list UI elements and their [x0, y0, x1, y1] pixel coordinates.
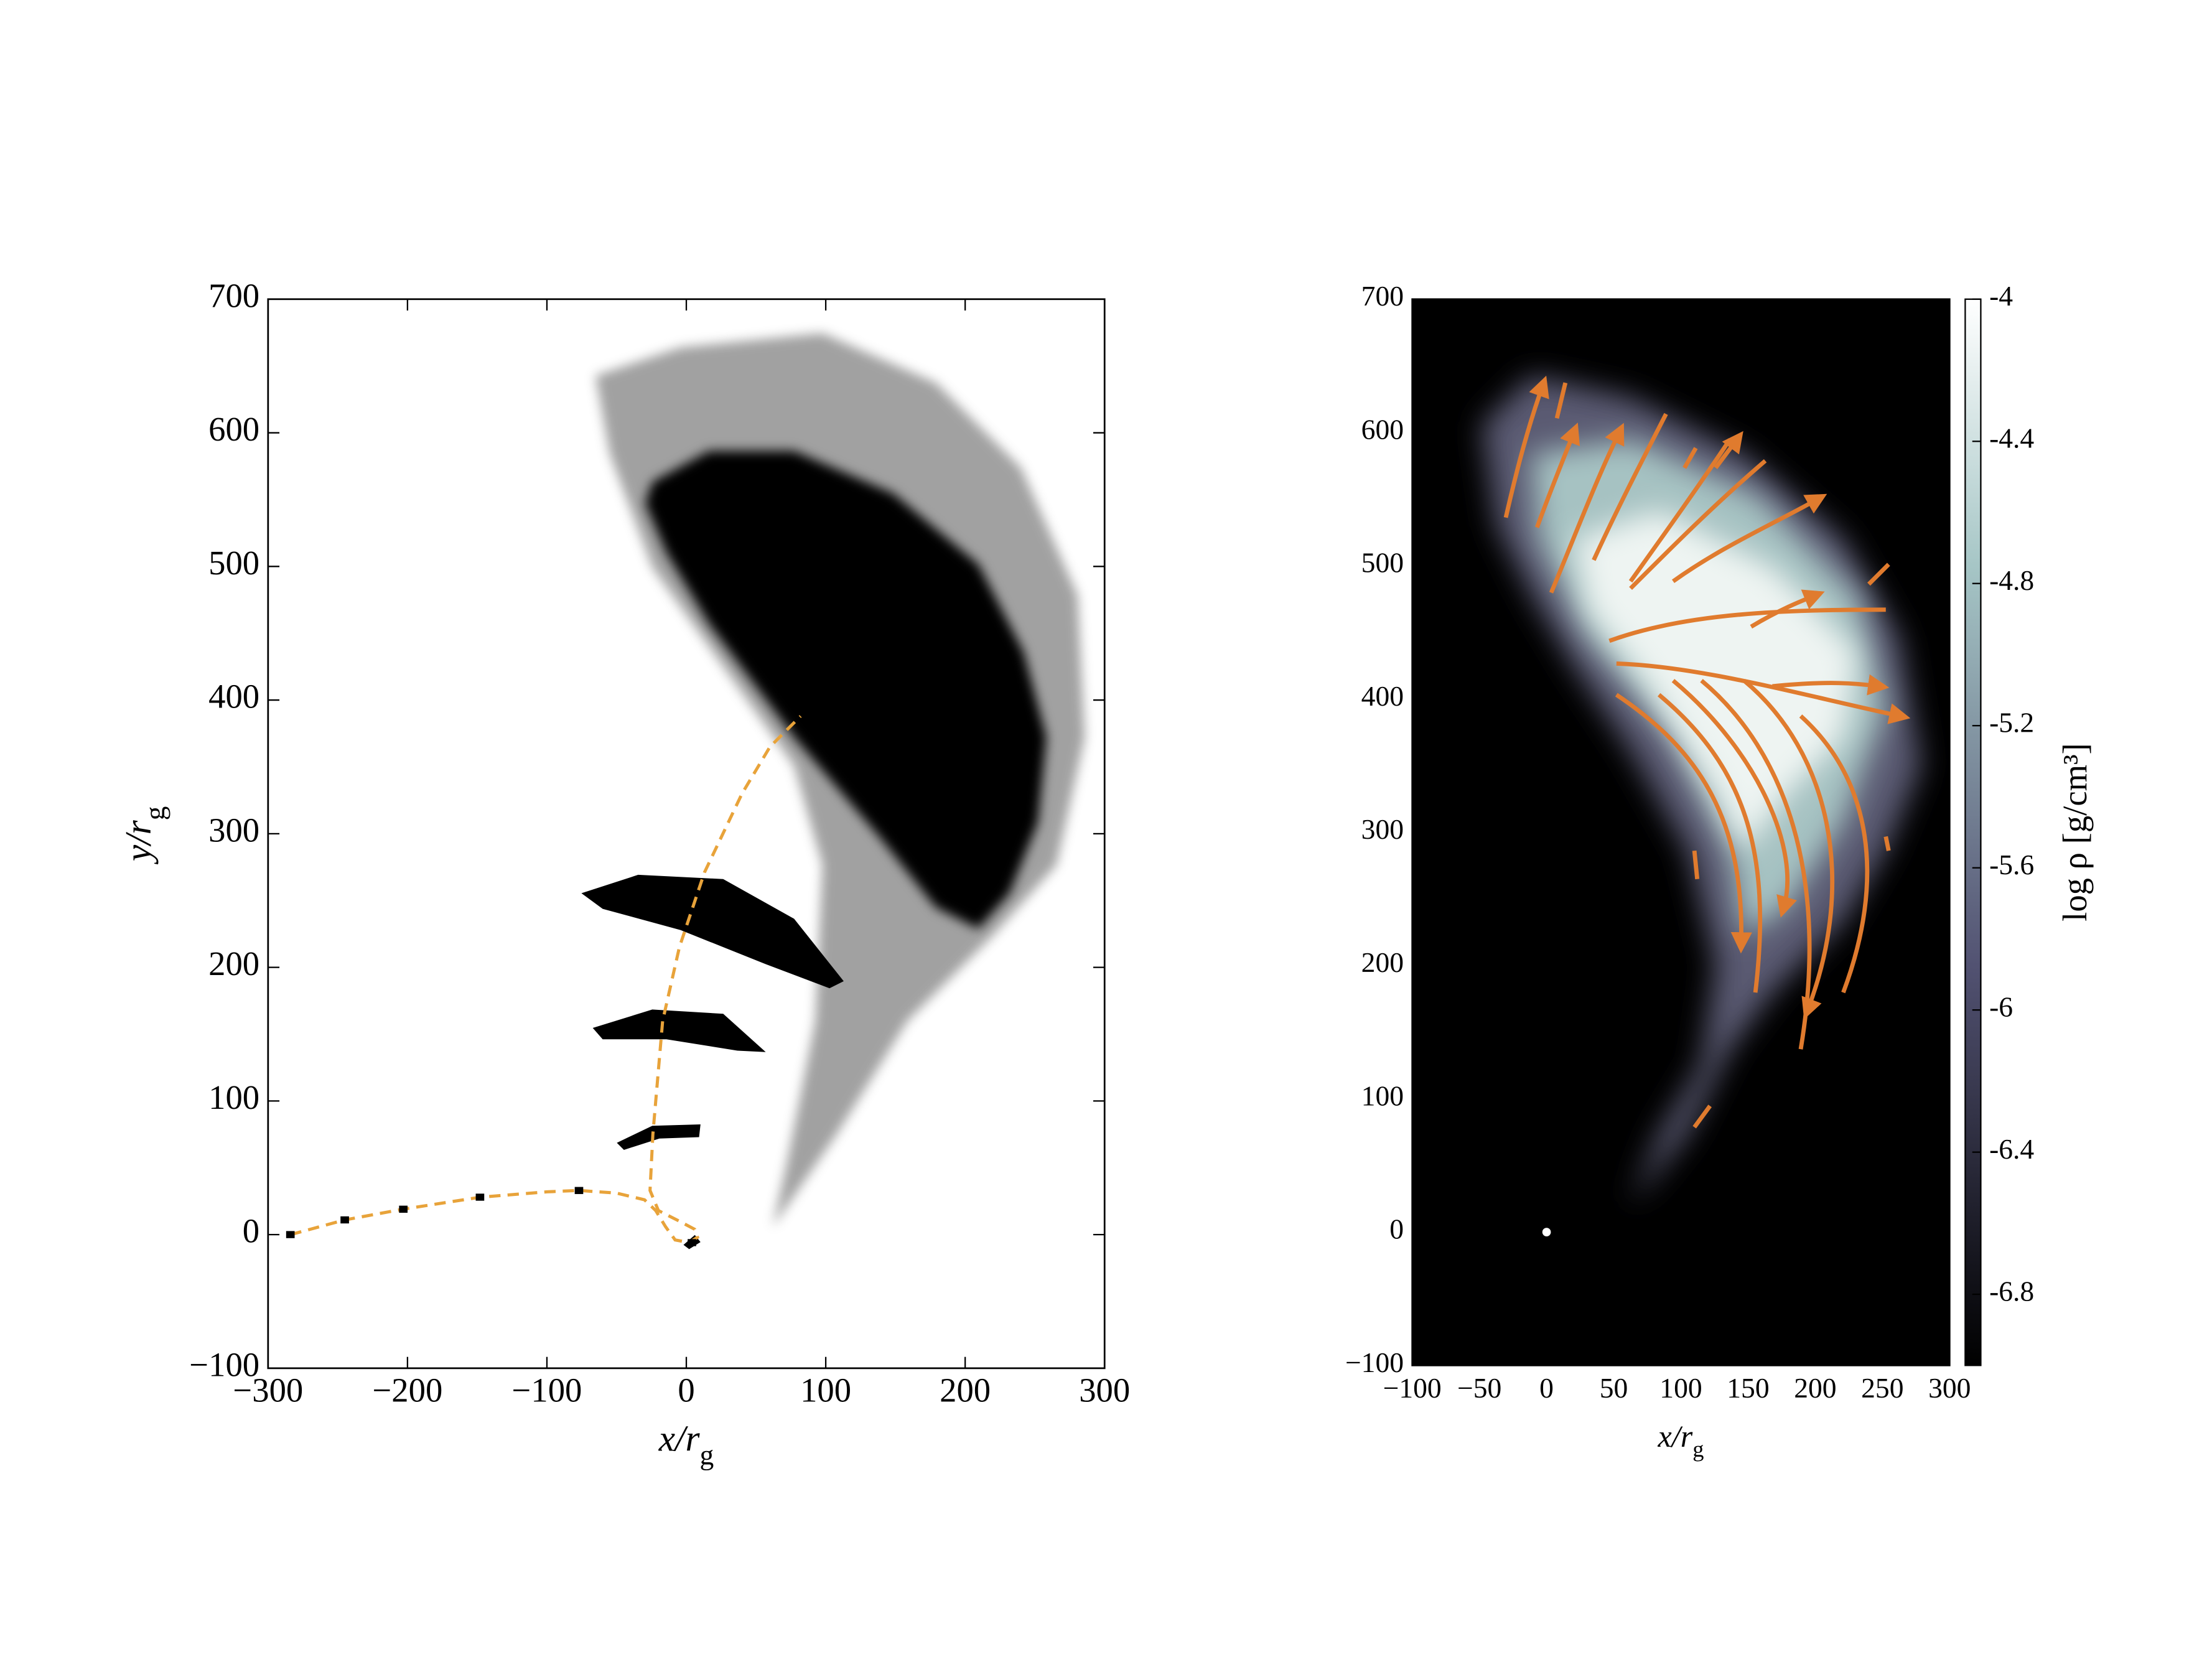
streamline	[1867, 563, 1890, 586]
clump	[581, 874, 844, 989]
density-field	[1482, 375, 1921, 1205]
streamline	[1616, 661, 1911, 724]
streamline	[1629, 459, 1767, 591]
colorbar	[1964, 298, 1982, 1366]
y-tick-label: −100	[189, 1345, 259, 1383]
axis-label-sub: g	[139, 806, 170, 821]
y-tick-label: 400	[1361, 680, 1404, 712]
axis-label-main: x/r	[658, 1417, 701, 1459]
x-tick-label: 250	[1861, 1372, 1903, 1404]
colorbar-tick-label: -6.8	[1989, 1276, 2034, 1307]
trajectory-line	[289, 715, 802, 1244]
axis-label-sub: g	[700, 1439, 714, 1470]
streamline	[1592, 413, 1668, 561]
streamline	[1657, 693, 1763, 993]
particle-clouds	[581, 333, 1085, 1249]
x-tick-label: 200	[940, 1371, 991, 1409]
density-core	[1574, 510, 1858, 851]
x-tick-label: 300	[1079, 1371, 1130, 1409]
x-tick-label: 300	[1928, 1372, 1971, 1404]
streamline	[1534, 423, 1580, 528]
x-tick-label: 200	[1794, 1372, 1836, 1404]
y-tick-label: 700	[208, 276, 259, 314]
x-tick-label: −50	[1457, 1372, 1501, 1404]
y-tick-label: 700	[1361, 280, 1404, 312]
streamline	[1503, 375, 1549, 518]
axis-label-main: x/r	[1658, 1418, 1693, 1453]
streamline	[1671, 679, 1797, 918]
colorbar-tick-label: -6	[1989, 991, 2013, 1023]
colorbar-tick-label: -5.2	[1989, 707, 2034, 739]
y-tick-label: 600	[208, 410, 259, 448]
colorbar-tick-label: -4.8	[1989, 564, 2034, 596]
y-tick-label: 600	[1361, 413, 1404, 445]
scatter-point	[286, 1231, 295, 1238]
streamline	[1615, 693, 1752, 954]
y-tick-label: 0	[1389, 1213, 1404, 1245]
y-tick-label: 100	[208, 1078, 259, 1116]
streamline	[1549, 423, 1625, 594]
scatter-point	[340, 1216, 349, 1224]
colorbar-tick-label: -5.6	[1989, 849, 2034, 880]
x-tick-label: −100	[1383, 1372, 1442, 1404]
y-tick-label: 100	[1361, 1080, 1404, 1111]
colorbar-label: log ρ [g/cm³]	[2056, 743, 2094, 922]
streamline	[1714, 431, 1743, 469]
clump	[592, 1009, 766, 1052]
streamlines	[1503, 375, 1911, 1129]
x-tick-label: 0	[678, 1371, 694, 1409]
axis-label-main: y/r	[118, 819, 159, 864]
y-tick-label: 400	[208, 678, 259, 716]
x-tick-label: −200	[372, 1371, 442, 1409]
x-tick-label: 100	[800, 1371, 851, 1409]
clump	[617, 1124, 701, 1150]
streamline	[1692, 850, 1700, 880]
y-tick-label: −100	[1345, 1347, 1404, 1378]
axis-label: x/rg	[1658, 1418, 1704, 1462]
marker-point	[1542, 1228, 1551, 1236]
axis-label: x/rg	[658, 1417, 714, 1470]
streamline	[1628, 438, 1732, 583]
x-tick-label: −100	[512, 1371, 582, 1409]
y-tick-label: 300	[1361, 813, 1404, 845]
x-tick-label: 0	[1539, 1372, 1554, 1404]
streamline	[1554, 382, 1568, 419]
axis-label-sub: g	[1692, 1437, 1704, 1462]
x-tick-label: 150	[1727, 1372, 1769, 1404]
streamline	[1700, 679, 1812, 1050]
scatter-point	[574, 1187, 584, 1194]
streamline	[1608, 607, 1886, 643]
colorbar-tick-label: -4.4	[1989, 423, 2034, 454]
streamline	[1799, 714, 1870, 994]
cloud-core	[645, 451, 1047, 929]
streamline	[1750, 589, 1825, 629]
x-tick-label: 100	[1659, 1372, 1702, 1404]
scatter-point	[688, 1239, 696, 1246]
streamline	[1772, 674, 1890, 696]
axis-label: y/rg	[118, 806, 170, 865]
colorbar-tick-label: -4	[1989, 280, 2013, 312]
streamline	[1883, 836, 1891, 851]
y-tick-label: 500	[208, 544, 259, 582]
y-tick-label: 500	[1361, 547, 1404, 579]
scatter-point	[399, 1205, 408, 1213]
colorbar-tick-label: -6.4	[1989, 1133, 2034, 1165]
streamline	[1742, 679, 1835, 1020]
y-tick-label: 200	[1361, 946, 1404, 978]
streamline	[1671, 493, 1827, 584]
x-tick-label: −300	[233, 1371, 303, 1409]
y-tick-label: 300	[208, 811, 259, 849]
streamline	[1682, 447, 1698, 469]
y-tick-label: 200	[208, 945, 259, 983]
x-tick-label: 50	[1600, 1372, 1628, 1404]
scatter-point	[475, 1193, 485, 1201]
y-tick-label: 0	[243, 1212, 259, 1250]
streamline	[1692, 1104, 1712, 1129]
